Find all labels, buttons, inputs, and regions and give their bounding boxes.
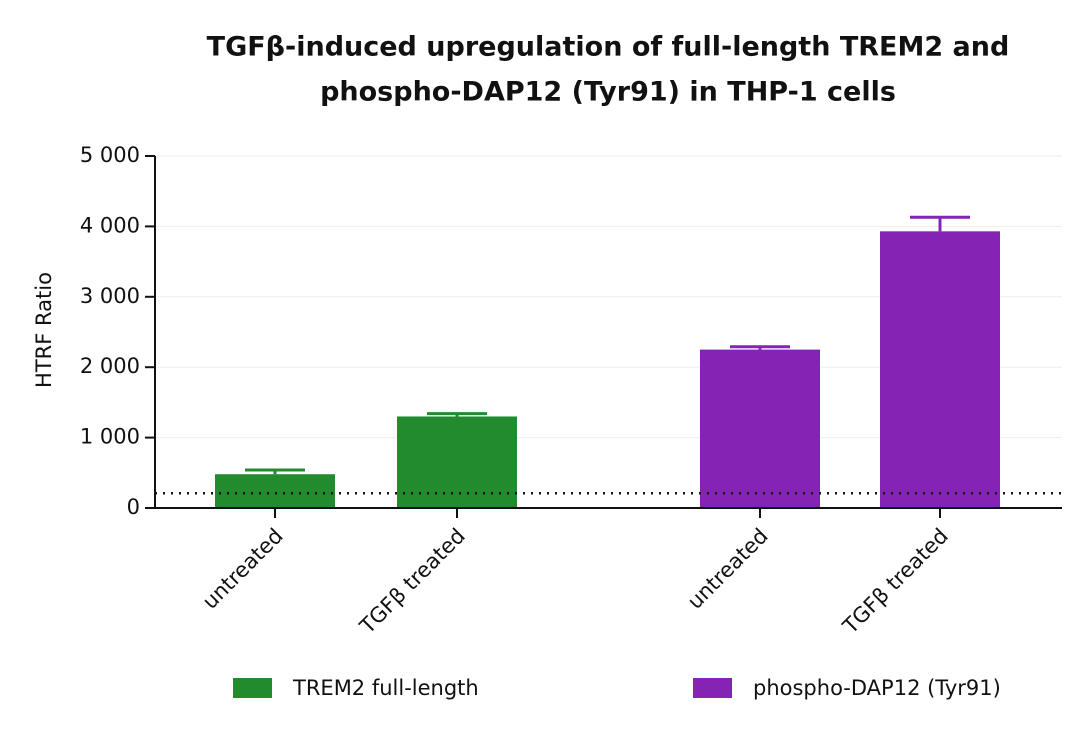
legend-swatch (693, 678, 732, 698)
y-tick-label: 4 000 (80, 213, 140, 237)
x-tick-label: untreated (198, 524, 288, 614)
bar (700, 349, 820, 508)
error-bar (427, 412, 487, 417)
bar (215, 474, 335, 508)
bar (880, 231, 1000, 508)
error-bar (730, 345, 790, 350)
x-tick-label: TGFβ treated (838, 524, 953, 639)
y-tick-label: 1 000 (80, 425, 140, 449)
legend-swatch (233, 678, 272, 698)
chart-title: phospho-DAP12 (Tyr91) in THP-1 cells (320, 77, 896, 108)
error-bar (245, 468, 305, 475)
x-tick-label: untreated (683, 524, 773, 614)
chart-title: TGFβ-induced upregulation of full-length… (207, 32, 1010, 63)
y-tick-label: 0 (127, 495, 140, 519)
x-tick-label: TGFβ treated (355, 524, 470, 639)
error-bar (910, 215, 970, 232)
legend-label: TREM2 full-length (292, 676, 479, 700)
y-tick-label: 3 000 (80, 284, 140, 308)
y-axis-label: HTRF Ratio (32, 272, 56, 388)
bar (397, 416, 517, 508)
y-tick-label: 2 000 (80, 354, 140, 378)
legend-label: phospho-DAP12 (Tyr91) (753, 676, 1001, 700)
y-tick-label: 5 000 (80, 143, 140, 167)
